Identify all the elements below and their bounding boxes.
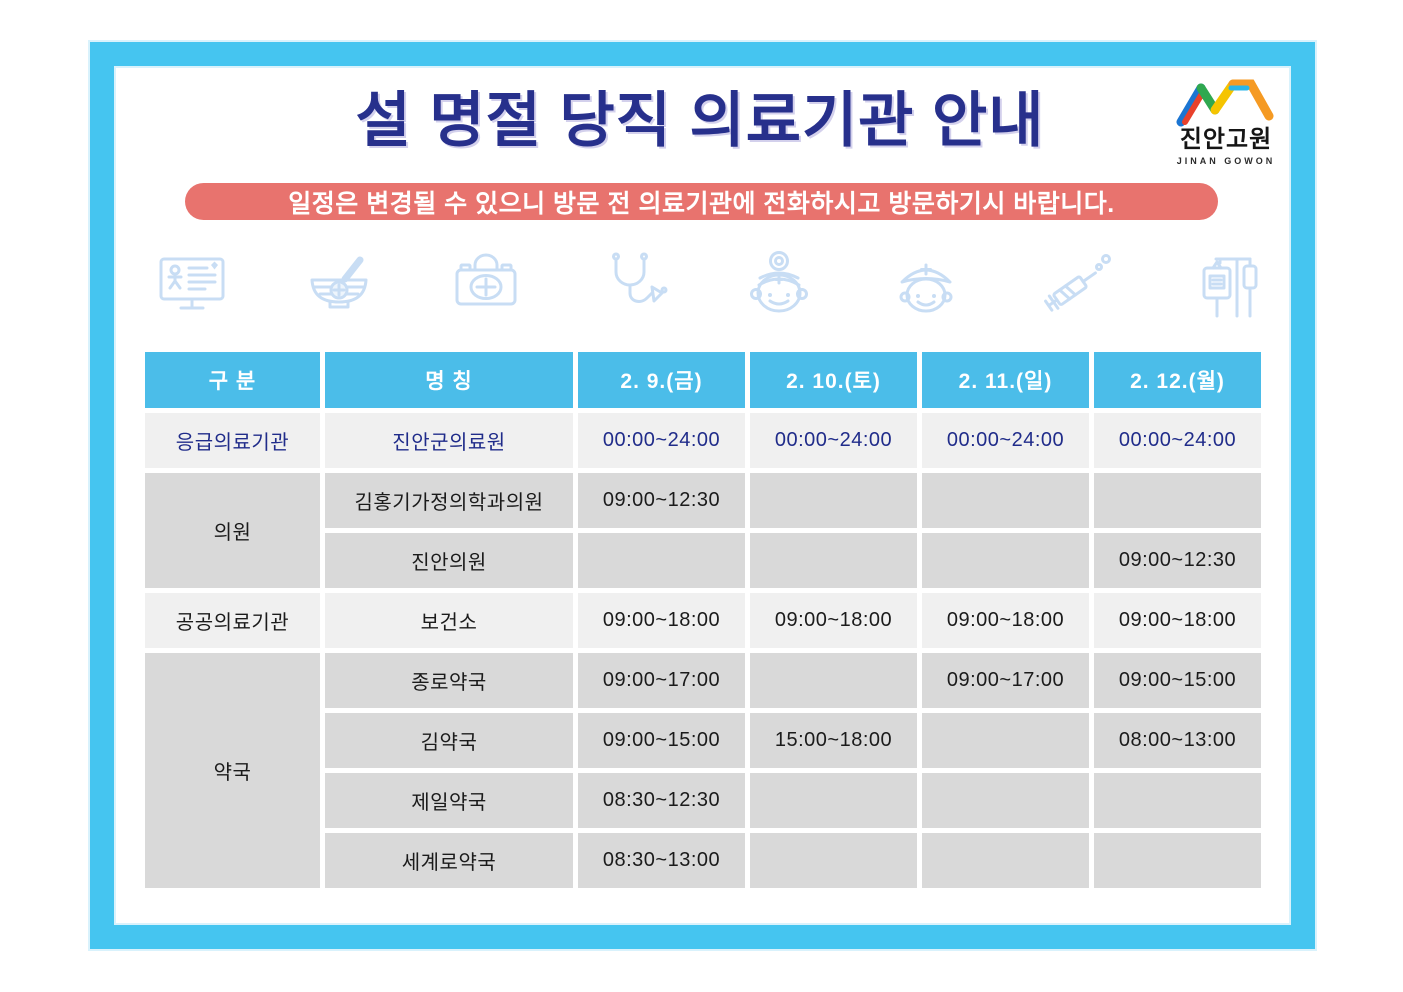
facility-name-cell: 보건소 — [325, 593, 573, 648]
header-category: 구 분 — [145, 352, 320, 408]
time-cell: 09:00~17:00 — [922, 653, 1089, 708]
time-cell: 00:00~24:00 — [1094, 413, 1261, 468]
page-title: 설 명절 당직 의료기관 안내 — [355, 87, 1045, 154]
header-name: 명 칭 — [325, 352, 573, 408]
time-cell — [922, 833, 1089, 888]
time-cell: 09:00~18:00 — [578, 593, 745, 648]
time-cell — [922, 713, 1089, 768]
time-cell: 09:00~18:00 — [750, 593, 917, 648]
time-cell — [750, 533, 917, 588]
duty-schedule-table: 구 분 명 칭 2. 9.(금) 2. 10.(토) 2. 11.(일) 2. … — [140, 347, 1266, 893]
time-cell: 09:00~12:30 — [578, 473, 745, 528]
nurse-icon — [899, 263, 953, 313]
table-row: 세계로약국 08:30~13:00 — [145, 833, 1261, 888]
time-cell: 09:00~12:30 — [1094, 533, 1261, 588]
time-cell — [922, 473, 1089, 528]
time-cell — [750, 833, 917, 888]
time-cell: 09:00~17:00 — [578, 653, 745, 708]
time-cell: 08:30~12:30 — [578, 773, 745, 828]
iv-drip-icon — [1202, 257, 1258, 318]
header-date-fri: 2. 9.(금) — [578, 352, 745, 408]
facility-name-cell: 세계로약국 — [325, 833, 573, 888]
table-row: 의원 김홍기가정의학과의원 09:00~12:30 — [145, 473, 1261, 588]
time-cell: 09:00~18:00 — [922, 593, 1089, 648]
notice-banner: 일정은 변경될 수 있으니 방문 전 의료기관에 전화하시고 방문하기시 바랍니… — [185, 183, 1218, 220]
time-cell — [1094, 833, 1261, 888]
time-cell: 15:00~18:00 — [750, 713, 917, 768]
logo-subtext: JINAN GOWON — [1176, 156, 1276, 166]
doctor-icon — [750, 251, 809, 313]
time-cell: 08:00~13:00 — [1094, 713, 1261, 768]
mountain-logo-icon — [1176, 79, 1274, 127]
time-cell — [750, 773, 917, 828]
time-cell: 00:00~24:00 — [922, 413, 1089, 468]
time-cell — [750, 473, 917, 528]
facility-name-cell: 진안의원 — [325, 533, 573, 588]
table-row: 김약국 09:00~15:00 15:00~18:00 08:00~13:00 — [145, 713, 1261, 768]
table-header-row: 구 분 명 칭 2. 9.(금) 2. 10.(토) 2. 11.(일) 2. … — [145, 352, 1261, 408]
table-row: 제일약국 08:30~12:30 — [145, 773, 1261, 828]
time-cell — [1094, 473, 1261, 528]
table-row: 공공의료기관 보건소 09:00~18:00 09:00~18:00 09:00… — [145, 593, 1261, 648]
category-cell: 응급의료기관 — [145, 413, 320, 468]
time-cell: 00:00~24:00 — [750, 413, 917, 468]
time-cell: 09:00~15:00 — [1094, 653, 1261, 708]
category-cell: 약국 — [145, 653, 320, 888]
header-date-mon: 2. 12.(월) — [1094, 352, 1261, 408]
table-row: 약국 종로약국 09:00~17:00 09:00~17:00 09:00~15… — [145, 653, 1261, 888]
table-row: 응급의료기관 진안군의료원 00:00~24:00 00:00~24:00 00… — [145, 413, 1261, 468]
time-cell — [750, 653, 917, 708]
facility-name-cell: 김약국 — [325, 713, 573, 768]
facility-name-cell: 진안군의료원 — [325, 413, 573, 468]
stethoscope-icon — [611, 252, 668, 303]
time-cell: 09:00~15:00 — [578, 713, 745, 768]
time-cell: 00:00~24:00 — [578, 413, 745, 468]
notice-text: 일정은 변경될 수 있으니 방문 전 의료기관에 전화하시고 방문하기시 바랍니… — [288, 189, 1115, 218]
time-cell — [922, 533, 1089, 588]
medical-record-monitor-icon — [159, 257, 225, 310]
time-cell: 09:00~18:00 — [1094, 593, 1261, 648]
header-date-sat: 2. 10.(토) — [750, 352, 917, 408]
logo-text: 진안고원 — [1179, 126, 1273, 153]
facility-name-cell: 제일약국 — [325, 773, 573, 828]
time-cell: 08:30~13:00 — [578, 833, 745, 888]
time-cell — [922, 773, 1089, 828]
syringe-icon — [1044, 254, 1112, 312]
category-cell: 의원 — [145, 473, 320, 588]
logo: 진안고원 JINAN GOWON — [1160, 76, 1292, 166]
header-date-sun: 2. 11.(일) — [922, 352, 1089, 408]
facility-name-cell: 김홍기가정의학과의원 — [325, 473, 573, 528]
medical-icons-row — [152, 242, 1260, 330]
mortar-pestle-icon — [310, 256, 368, 309]
border-frame — [90, 42, 1315, 949]
first-aid-kit-icon — [455, 253, 517, 306]
category-cell: 공공의료기관 — [145, 593, 320, 648]
time-cell — [578, 533, 745, 588]
table-row: 진안의원 09:00~12:30 — [145, 533, 1261, 588]
facility-name-cell: 종로약국 — [325, 653, 573, 708]
time-cell — [1094, 773, 1261, 828]
